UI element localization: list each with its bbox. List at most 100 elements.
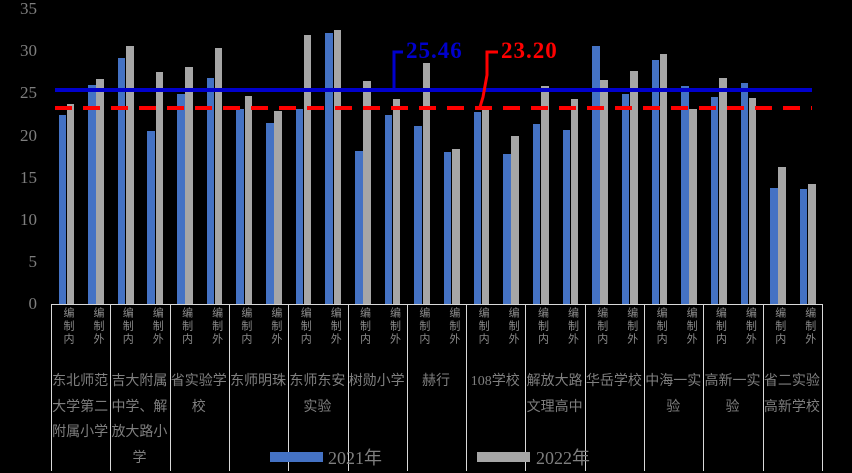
y-axis-tick-label: 5: [28, 252, 38, 271]
bar-2021: [592, 46, 600, 304]
average-value-callout-red: 23.20: [501, 38, 558, 63]
bar-2021: [266, 122, 274, 304]
school-cell-border: [110, 304, 112, 471]
bar-2021: [325, 32, 333, 304]
bar-2022: [185, 67, 193, 304]
school-name-label: 高新一实验: [704, 374, 761, 415]
sub-column-label: 编制外: [92, 307, 104, 346]
sub-column-label: 编制外: [803, 307, 816, 346]
y-axis-tick-label: 10: [20, 210, 37, 229]
bar-2022: [363, 80, 371, 304]
school-name-label: 解放大路文理高中: [526, 374, 583, 415]
label-table-top-border: [51, 304, 823, 305]
sub-column-label: 编制内: [121, 307, 134, 346]
y-axis-tick-label: 20: [20, 126, 37, 145]
bar-2021: [147, 130, 155, 304]
sub-column-label: 编制内: [299, 307, 312, 346]
bar-2021: [384, 114, 393, 304]
bar-2021: [503, 154, 511, 304]
bar-2021: [473, 112, 482, 304]
y-axis-tick-label: 35: [20, 0, 37, 18]
legend-swatch-2022: [477, 452, 530, 462]
sub-column-label: 编制外: [566, 307, 579, 346]
bar-2021: [295, 109, 304, 304]
bar-2021: [414, 126, 422, 304]
sub-column-label: 编制内: [239, 307, 252, 346]
bar-2021: [681, 85, 689, 304]
sub-column-label: 编制内: [714, 307, 727, 346]
school-name-label: 省二实验高新学校: [763, 374, 820, 415]
school-cell-border: [169, 304, 171, 471]
bar-2021: [710, 96, 719, 304]
sub-column-label: 编制外: [685, 307, 698, 346]
sub-column-label: 编制外: [447, 307, 460, 346]
school-cell-border: [347, 304, 349, 471]
sub-column-label: 编制内: [62, 307, 74, 346]
school-cell-border: [228, 304, 230, 471]
average-line-2021: [55, 106, 812, 110]
bar-2022: [303, 35, 312, 304]
bar-2022: [778, 166, 786, 304]
bar-2021: [355, 150, 363, 304]
school-name-label: 华岳学校: [585, 374, 642, 389]
bar-2022: [66, 103, 75, 304]
bar-2022: [570, 99, 579, 304]
bar-2021: [206, 78, 215, 304]
average-line-2022: [55, 88, 812, 92]
bar-2022: [511, 136, 519, 304]
y-axis-tick-label: 15: [20, 168, 37, 187]
school-cell-border: [525, 304, 527, 471]
bar-2022: [481, 109, 490, 304]
bar-2022: [392, 98, 401, 304]
bar-2022: [126, 45, 134, 304]
school-name-label: 东北师范大学第二附属小学: [52, 374, 109, 440]
average-value-callout-blue: 25.46: [406, 38, 463, 63]
bar-2022: [155, 71, 164, 304]
bar-2022: [748, 97, 757, 304]
bar-2022: [333, 30, 342, 304]
school-cell-border: [762, 304, 764, 471]
school-cell-border: [644, 304, 646, 471]
school-cell-border: [51, 304, 52, 471]
sub-column-label: 编制内: [536, 307, 549, 346]
legend-label-2022: 2022年: [536, 448, 590, 468]
y-axis-tick-label: 25: [20, 83, 37, 102]
bar-2021: [177, 94, 185, 304]
school-cell-border: [466, 304, 468, 471]
school-cell-border: [584, 304, 586, 471]
bar-2022: [214, 48, 223, 304]
bar-2021: [562, 129, 571, 304]
sub-column-label: 编制外: [388, 307, 401, 346]
sub-column-label: 编制内: [773, 307, 786, 346]
bar-2021: [740, 83, 748, 304]
red-callout-line: [478, 50, 498, 108]
bar-2021: [236, 108, 244, 304]
school-cell-border: [703, 304, 705, 471]
school-name-label: 赫行: [422, 374, 450, 389]
bar-2021: [799, 189, 808, 304]
sub-column-label: 编制外: [507, 307, 520, 346]
bar-2021: [532, 123, 541, 304]
y-axis-tick-label: 30: [20, 41, 37, 60]
bar-2021: [117, 58, 126, 304]
sub-column-label: 编制内: [358, 307, 371, 346]
sub-column-label: 编制内: [477, 307, 490, 346]
bar-2022: [600, 80, 608, 304]
school-name-label: 中海一实验: [645, 374, 702, 415]
bar-2022: [274, 111, 282, 304]
bar-2022: [96, 79, 104, 304]
blue-callout-line: [392, 50, 403, 89]
sub-column-label: 编制内: [180, 307, 193, 346]
sub-column-label: 编制外: [744, 307, 757, 346]
sub-column-label: 编制外: [210, 307, 223, 346]
bar-2022: [630, 70, 638, 304]
sub-column-label: 编制内: [595, 307, 608, 346]
bar-2021: [651, 59, 660, 304]
school-name-label: 省实验学校: [170, 374, 227, 415]
bar-2022: [689, 109, 697, 304]
bar-2021: [58, 115, 66, 304]
sub-column-label: 编制外: [269, 307, 282, 346]
school-cell-border: [288, 304, 290, 471]
bar-2022: [808, 184, 816, 304]
